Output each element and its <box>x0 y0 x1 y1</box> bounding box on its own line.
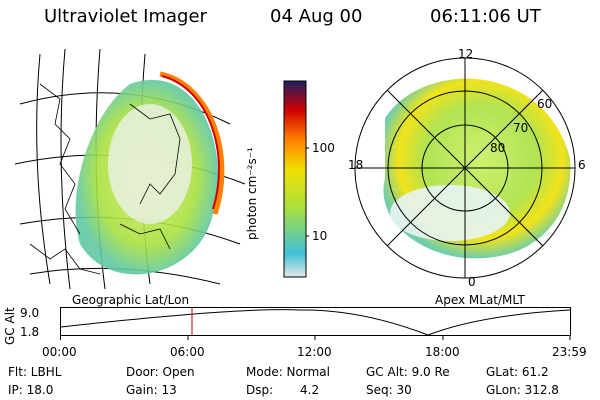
colorbar-tick-10: 10 <box>312 229 328 243</box>
mode-info: Mode: Normal <box>246 365 330 379</box>
alt-xtick-2359: 23:59 <box>552 345 587 359</box>
alt-xtick-0600: 06:00 <box>170 345 205 359</box>
polar-dark-region <box>390 185 510 241</box>
alt-ytick-1.8: 1.8 <box>20 325 40 339</box>
mlat-label-80: 80 <box>490 141 506 155</box>
ip-info: IP: 18.0 <box>8 383 54 397</box>
alt-xtick-1200: 12:00 <box>297 345 332 359</box>
app-title: Ultraviolet Imager <box>44 6 207 27</box>
dsp-label: Dsp: <box>246 383 274 397</box>
alt-xtick-0000: 00:00 <box>42 345 77 359</box>
date-label: 04 Aug 00 <box>270 6 363 27</box>
polar-cap <box>108 104 192 224</box>
aurora-bright-band <box>159 71 225 215</box>
filter-info: Flt: LBHL <box>8 365 62 379</box>
geographic-map <box>14 48 246 290</box>
right-panel-label: Apex MLat/MLT <box>435 293 525 307</box>
mlt-label-0: 0 <box>468 275 476 289</box>
alt-ytick-9: 9.0 <box>20 306 40 320</box>
time-label: 06:11:06 UT <box>430 6 541 27</box>
colorbar-tick-100: 100 <box>312 141 335 155</box>
mlt-label-18: 18 <box>348 158 364 172</box>
left-panel-label: Geographic Lat/Lon <box>72 293 190 307</box>
aurora-peak-band <box>161 75 220 210</box>
alt-xtick-1800: 18:00 <box>425 345 460 359</box>
mlt-label-12: 12 <box>458 47 474 61</box>
dsp-value: 4.2 <box>300 383 320 397</box>
door-info: Door: Open <box>126 365 195 379</box>
colorbar-unit-label: photon cm⁻²s⁻¹ <box>245 147 259 240</box>
mlat-label-70: 70 <box>513 121 529 135</box>
alt-xticks <box>60 335 571 340</box>
polar-grid <box>354 57 576 279</box>
mlt-label-6: 6 <box>578 158 586 172</box>
alt-ylabel: GC Alt <box>3 307 17 345</box>
glon-info: GLon: 312.8 <box>486 383 559 397</box>
coastlines <box>29 83 181 275</box>
mlat-label-60: 60 <box>537 97 553 111</box>
gain-info: Gain: 13 <box>126 383 177 397</box>
colorbar <box>283 80 309 278</box>
altitude-plot <box>60 307 571 340</box>
gc-alt-info: GC Alt: 9.0 Re <box>366 365 450 379</box>
seq-info: Seq: 30 <box>366 383 412 397</box>
glat-info: GLat: 61.2 <box>486 365 549 379</box>
polar-plot <box>354 57 576 279</box>
